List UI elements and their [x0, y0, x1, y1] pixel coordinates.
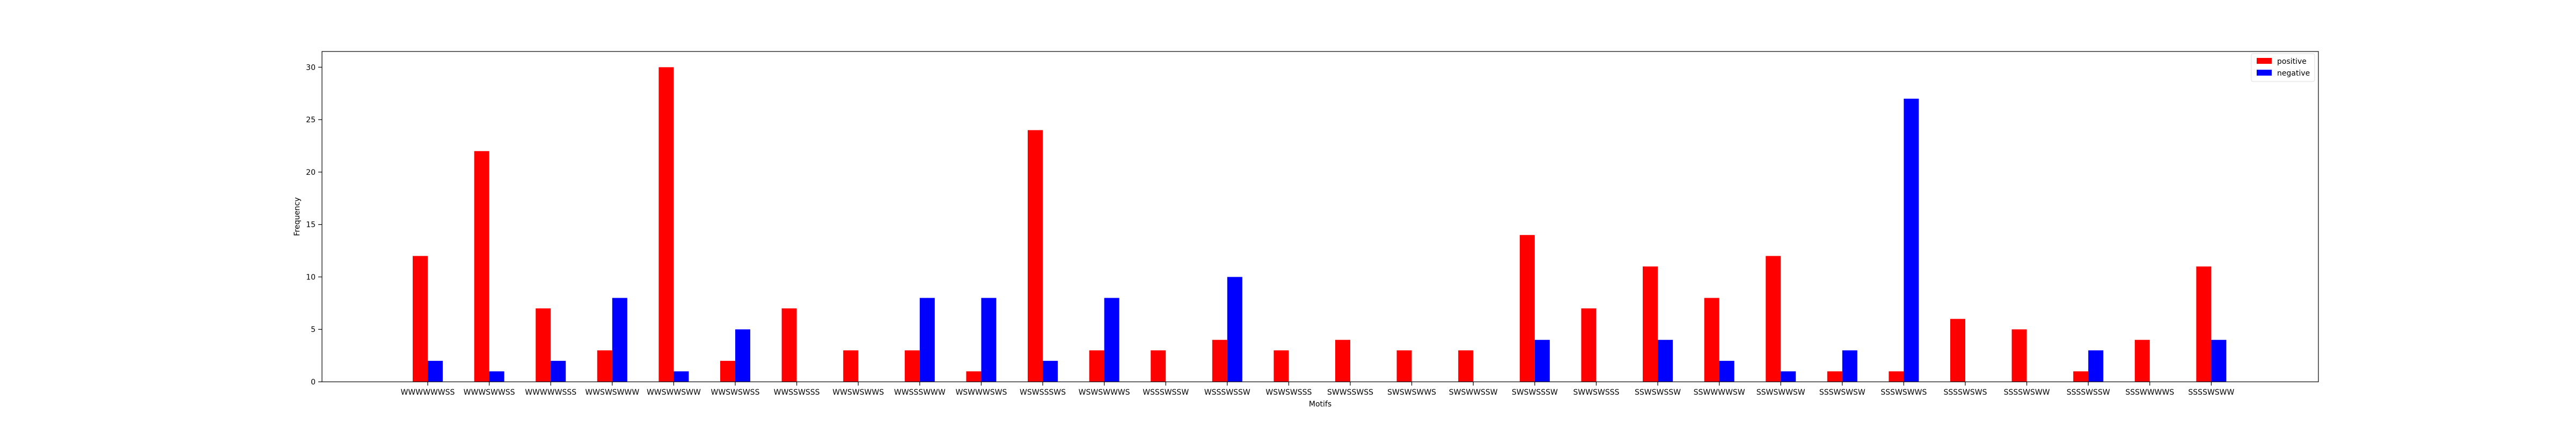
x-tick-label: SSSWSWSW [1819, 388, 1865, 397]
y-tick-label: 25 [306, 116, 316, 124]
x-tick-label: SSSWSWWS [1880, 388, 1927, 397]
x-tick-label: WWSWSWWS [832, 388, 884, 397]
x-tick-label: WSWSSSWS [1020, 388, 1066, 397]
bar-negative-2 [551, 360, 566, 382]
bar-negative-9 [981, 298, 997, 382]
bar-negative-23 [1842, 350, 1857, 382]
legend-swatch-positive [2257, 58, 2272, 64]
legend-label-positive: positive [2277, 57, 2307, 66]
bar-positive-21 [1704, 298, 1719, 382]
bar-negative-29 [2211, 339, 2227, 382]
bar-negative-8 [919, 298, 935, 382]
bar-negative-20 [1658, 339, 1673, 382]
bar-negative-21 [1719, 360, 1735, 382]
bar-positive-5 [720, 360, 735, 382]
legend: positive negative [2251, 53, 2315, 82]
bar-positive-6 [781, 308, 797, 382]
x-tick-label: WSWWWSWS [955, 388, 1007, 397]
y-tick-label: 30 [306, 63, 316, 72]
bar-positive-7 [843, 350, 859, 382]
bar-positive-13 [1212, 339, 1227, 382]
x-tick-label: SSWWWWSW [1694, 388, 1745, 397]
y-tick-label: 20 [306, 168, 316, 177]
bar-positive-11 [1089, 350, 1104, 382]
x-tick-label: WSWSWWWS [1079, 388, 1130, 397]
bar-positive-10 [1028, 130, 1043, 382]
x-tick-label: SWSWWSSW [1449, 388, 1498, 397]
bar-positive-18 [1519, 235, 1535, 382]
y-axis-label: Frequency [293, 197, 302, 236]
bar-positive-20 [1643, 266, 1658, 382]
x-tick-label: SSSSWSWW [2188, 388, 2234, 397]
x-tick-label: WWSWSWWW [585, 388, 639, 397]
x-tick-label: SSSSWSWS [1943, 388, 1987, 397]
legend-swatch-negative [2257, 70, 2272, 76]
bar-positive-14 [1274, 350, 1289, 382]
legend-label-negative: negative [2277, 69, 2310, 78]
x-tick-label: WWSWWSWW [647, 388, 701, 397]
bar-positive-0 [413, 256, 428, 382]
y-tick-label: 0 [311, 378, 316, 387]
bar-positive-26 [2011, 329, 2027, 382]
bar-negative-13 [1227, 277, 1242, 382]
y-axis-ticks: 0 5 10 15 20 25 30 [306, 63, 322, 387]
bar-negative-18 [1534, 339, 1550, 382]
bar-negative-22 [1781, 371, 1796, 382]
x-axis-label: Motifs [1309, 400, 1331, 409]
axes-frame [321, 51, 2319, 382]
bar-positive-17 [1458, 350, 1474, 382]
bar-negative-4 [674, 371, 689, 382]
x-tick-label: WSSSWSSW [1143, 388, 1189, 397]
bar-negative-11 [1104, 298, 1119, 382]
x-tick-label: WWSSSWWW [894, 388, 946, 397]
x-tick-label: WWWSWWSS [464, 388, 515, 397]
bar-positive-8 [904, 350, 920, 382]
bars-layer [413, 67, 2227, 382]
bar-negative-10 [1043, 360, 1058, 382]
x-tick-label: WSSSWSSW [1204, 388, 1250, 397]
bar-positive-3 [597, 350, 612, 382]
bar-positive-4 [658, 67, 674, 382]
bar-positive-23 [1827, 371, 1842, 382]
x-tick-label: WWWWWSSS [525, 388, 576, 397]
bar-positive-9 [966, 371, 982, 382]
bar-negative-0 [428, 360, 443, 382]
bar-negative-27 [2088, 350, 2104, 382]
x-tick-label: SWWSSWSS [1327, 388, 1373, 397]
y-tick-label: 10 [306, 273, 316, 282]
x-tick-label: WSWSWSSS [1265, 388, 1312, 397]
x-tick-label: SWWSWSSS [1573, 388, 1619, 397]
x-tick-label: WWSSWSSS [774, 388, 820, 397]
bar-negative-5 [735, 329, 750, 382]
bar-positive-28 [2134, 339, 2150, 382]
bar-positive-1 [474, 151, 489, 382]
bar-positive-25 [1950, 319, 1965, 382]
x-tick-label: SSWSWWSW [1757, 388, 1805, 397]
x-tick-label: SSSSWSSW [2067, 388, 2110, 397]
y-tick-label: 15 [306, 221, 316, 230]
bar-positive-12 [1151, 350, 1166, 382]
bar-positive-19 [1581, 308, 1597, 382]
x-axis-ticks: WWWWWWSS WWWSWWSS WWWWWSSS WWSWSWWW WWSWWSWW… [401, 382, 2235, 397]
bar-positive-27 [2073, 371, 2089, 382]
x-tick-label: SSSWWWWS [2125, 388, 2174, 397]
x-tick-label: SSWSWSSW [1635, 388, 1681, 397]
bar-positive-24 [1889, 371, 1904, 382]
bar-negative-3 [612, 298, 627, 382]
bar-negative-24 [1904, 99, 1919, 382]
bar-positive-15 [1335, 339, 1350, 382]
x-tick-label: WWSWSWSS [711, 388, 760, 397]
bar-positive-22 [1766, 256, 1781, 382]
bar-negative-1 [489, 371, 504, 382]
y-tick-label: 5 [311, 326, 316, 334]
x-tick-label: WWWWWWSS [401, 388, 455, 397]
bar-positive-16 [1396, 350, 1412, 382]
bar-positive-29 [2196, 266, 2212, 382]
x-tick-label: SWSWSWWS [1387, 388, 1436, 397]
bar-positive-2 [536, 308, 551, 382]
x-tick-label: SWSWSSSW [1512, 388, 1558, 397]
x-tick-label: SSSSWSWW [2004, 388, 2050, 397]
